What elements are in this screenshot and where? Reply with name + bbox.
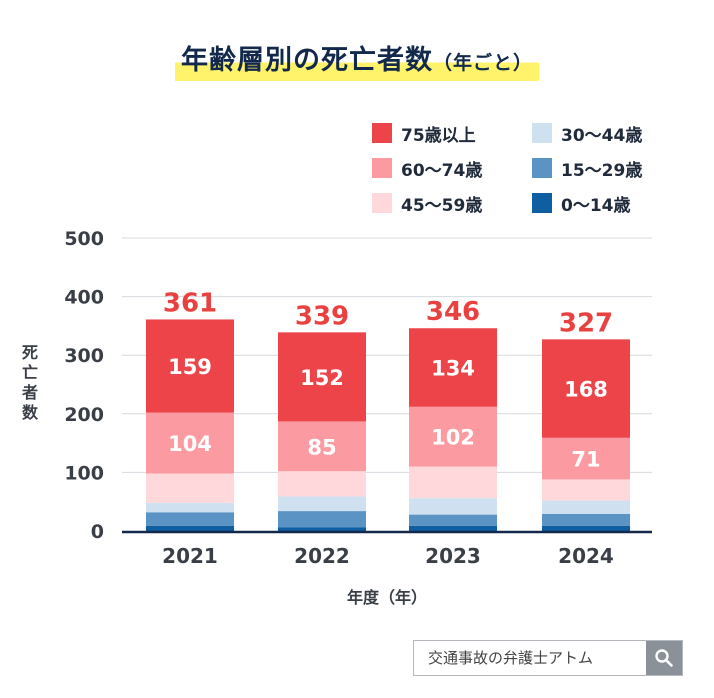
bar-segment [278,511,366,528]
y-tick-label: 200 [64,404,104,426]
bar-segment [278,332,366,422]
y-tick-label: 100 [64,462,104,484]
y-tick-label: 0 [91,521,104,543]
legend-label: 60〜74歳 [401,160,483,181]
legend-label: 45〜59歳 [401,195,483,216]
y-axis-title: 死亡者数 [21,343,39,422]
legend-swatch [532,158,552,178]
x-tick-label: 2023 [425,544,481,568]
y-tick-label: 400 [64,287,104,309]
data-label: 159 [168,355,212,379]
legend-label: 15〜29歳 [561,160,643,181]
bar-segment [542,479,630,501]
chart-title-main: 年齢層別の死亡者数 [180,45,433,76]
total-label: 346 [426,297,480,327]
y-axis-title-char: 死 [22,343,38,362]
bar-segment [409,406,497,467]
data-label: 168 [564,378,608,402]
bar-segment [409,498,497,515]
legend-swatch [532,123,552,143]
search-text: 交通事故の弁護士アトム [428,649,594,667]
x-tick-label: 2024 [558,544,614,568]
y-axis-title-char: 亡 [22,363,38,382]
data-label: 104 [168,432,212,456]
legend-item: 15〜29歳 [532,153,642,183]
legend-swatch [372,158,392,178]
bar-segment [146,412,234,474]
bar-segment [409,514,497,526]
legend-label: 0〜14歳 [561,195,631,216]
data-label: 102 [431,426,475,450]
bar-segment [542,437,630,480]
bar-segment [278,496,366,512]
total-label: 327 [559,308,613,338]
legend-label: 75歳以上 [401,125,476,146]
x-axis-title: 年度（年） [347,588,427,607]
bar-segment [542,525,630,531]
legend-item: 45〜59歳 [372,188,482,218]
bar-segment [542,339,630,438]
search-button[interactable] [646,641,682,675]
chart-title-suffix: （年ごと） [432,52,533,74]
legend-label: 30〜44歳 [561,125,643,146]
search-icon [655,649,673,667]
bar-segment [409,525,497,531]
chart-title-wrap: 年齢層別の死亡者数（年ごと） [0,34,714,83]
total-label: 339 [295,301,349,331]
x-tick-label: 2021 [162,544,218,568]
y-tick-label: 500 [64,228,104,250]
y-axis-title-char: 者 [21,383,38,402]
legend-item: 75歳以上 [372,118,476,148]
legend-item: 0〜14歳 [532,188,631,218]
bar-segment [542,500,630,515]
y-axis-title-char: 数 [22,403,39,422]
bar-segment [146,525,234,531]
bar-segment [146,512,234,526]
data-label: 134 [431,357,475,381]
bar-segment [409,466,497,499]
bar-segment [278,471,366,497]
bar-segment [278,421,366,472]
legend-swatch [372,123,392,143]
chart-legend: 75歳以上 60〜74歳 45〜59歳 30〜44歳 15〜29歳 0〜14歳 [372,118,672,218]
data-label: 71 [571,448,600,472]
legend-item: 60〜74歳 [372,153,482,183]
legend-swatch [372,193,392,213]
total-label: 361 [163,288,217,318]
bar-segment [146,473,234,503]
bar-segment [278,527,366,531]
bar-segment [146,319,234,413]
legend-swatch [532,193,552,213]
data-label: 152 [300,366,344,390]
bar-segment [542,514,630,526]
bar-segment [409,328,497,407]
y-tick-label: 300 [64,345,104,367]
bar-segment [146,502,234,513]
legend-item: 30〜44歳 [532,118,642,148]
chart-title: 年齢層別の死亡者数（年ごと） [174,34,539,83]
data-label: 85 [307,435,336,459]
search-box[interactable]: 交通事故の弁護士アトム [413,640,683,676]
x-tick-label: 2022 [294,544,350,568]
